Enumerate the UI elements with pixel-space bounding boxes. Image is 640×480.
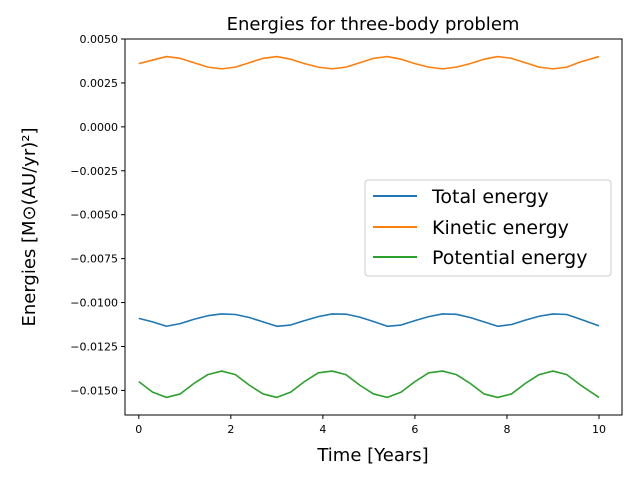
legend-label-kinetic: Kinetic energy — [432, 217, 569, 239]
series-line-total-energy — [138, 313, 600, 328]
series-line-kinetic-energy — [138, 55, 600, 70]
y-axis: −0.0150 −0.0125 −0.0100 −0.0075 −0.0050 −0.00… — [70, 33, 125, 397]
x-tick-label: 4 — [319, 423, 326, 436]
y-tick-label: −0.0125 — [70, 340, 118, 353]
plot-border — [124, 38, 623, 416]
legend-box — [364, 179, 612, 277]
y-tick-label: 0.0050 — [80, 33, 119, 46]
y-tick-label: −0.0150 — [70, 384, 118, 397]
x-tick-label: 2 — [227, 423, 234, 436]
y-tick-label: −0.0025 — [70, 165, 118, 178]
legend: Total energy Kinetic energy Potential en… — [364, 179, 612, 277]
y-tick-label: 0.0025 — [80, 77, 119, 90]
y-tick-label: −0.0100 — [70, 297, 118, 310]
x-tick-label: 8 — [503, 423, 510, 436]
legend-label-total: Total energy — [431, 186, 549, 208]
x-tick-label: 0 — [135, 423, 142, 436]
x-axis-label: Time [Years] — [316, 445, 428, 466]
y-tick-label: −0.0075 — [70, 253, 118, 266]
legend-label-potential: Potential energy — [432, 247, 587, 269]
y-axis-label: Energies [M⊙(AU/yr)²] — [19, 127, 40, 326]
y-tick-label: 0.0000 — [80, 121, 119, 134]
x-tick-label: 10 — [592, 423, 606, 436]
x-tick-label: 6 — [411, 423, 418, 436]
series-line-potential-energy — [138, 370, 600, 399]
x-axis: 0 2 4 6 8 10 — [135, 415, 606, 436]
series-layer — [138, 55, 600, 399]
y-tick-label: −0.0050 — [70, 209, 118, 222]
chart-title: Energies for three-body problem — [227, 14, 520, 35]
plot-area — [124, 38, 623, 416]
